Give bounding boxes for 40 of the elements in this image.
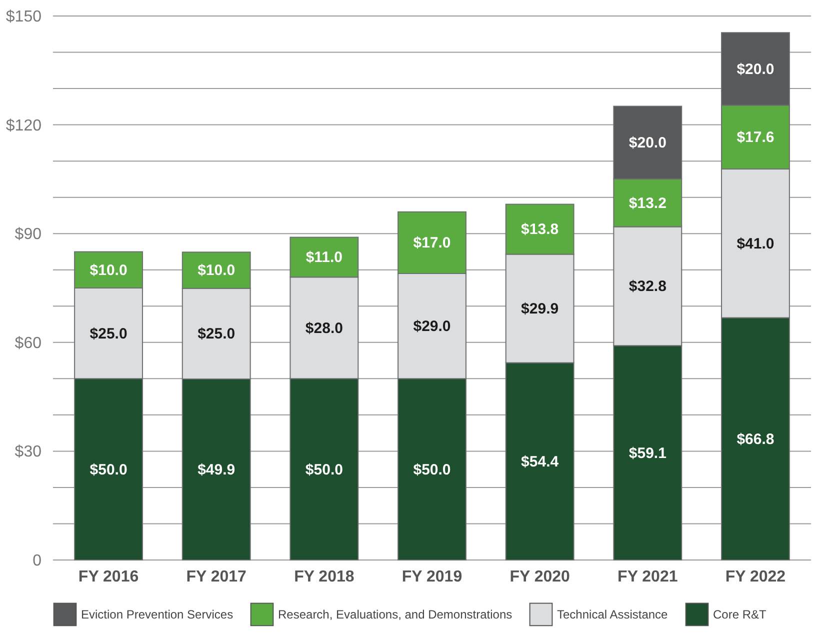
x-tick-label: FY 2017	[186, 568, 247, 586]
data-label: $13.8	[521, 221, 559, 238]
y-tick-label: $90	[14, 226, 42, 244]
data-label: $29.0	[413, 318, 451, 336]
legend-label: Eviction Prevention Services	[81, 607, 234, 622]
x-tick-label: FY 2021	[618, 568, 678, 586]
x-tick-label: FY 2022	[725, 568, 786, 586]
data-label: $29.9	[521, 300, 559, 318]
x-tick-label: FY 2016	[78, 568, 139, 586]
y-tick-label: 0	[32, 552, 42, 570]
y-tick-label: $60	[14, 334, 42, 352]
data-label: $10.0	[198, 262, 236, 280]
y-tick-label: $150	[6, 8, 42, 26]
data-label: $66.8	[736, 430, 774, 448]
data-label: $50.0	[413, 461, 451, 478]
x-tick-label: FY 2019	[402, 568, 462, 586]
x-tick-label: FY 2020	[510, 568, 570, 586]
data-label: $13.2	[628, 194, 666, 212]
data-label: $10.0	[90, 262, 128, 279]
legend-label: Core R&T	[713, 607, 768, 622]
data-label: $50.0	[305, 461, 343, 478]
data-label: $20.0	[628, 134, 666, 152]
y-tick-label: $30	[14, 444, 42, 461]
data-label: $50.0	[90, 461, 128, 478]
data-label: $11.0	[306, 249, 343, 266]
data-label: $32.8	[628, 278, 666, 296]
data-label: $59.1	[628, 444, 666, 462]
y-tick-label: $120	[6, 117, 42, 134]
data-label: $28.0	[305, 320, 343, 337]
data-label: $41.0	[736, 235, 774, 252]
legend-label: Technical Assistance	[557, 607, 668, 622]
legend-label: Research, Evaluations, and Demonstrations	[278, 607, 512, 622]
data-label: $54.4	[521, 453, 560, 470]
data-label: $17.0	[413, 234, 451, 252]
data-label: $49.9	[198, 462, 236, 479]
x-tick-label: FY 2018	[294, 568, 354, 586]
data-label: $25.0	[90, 325, 128, 342]
data-label: $20.0	[736, 60, 774, 78]
data-label: $17.6	[736, 129, 774, 146]
data-label: $25.0	[198, 326, 236, 343]
